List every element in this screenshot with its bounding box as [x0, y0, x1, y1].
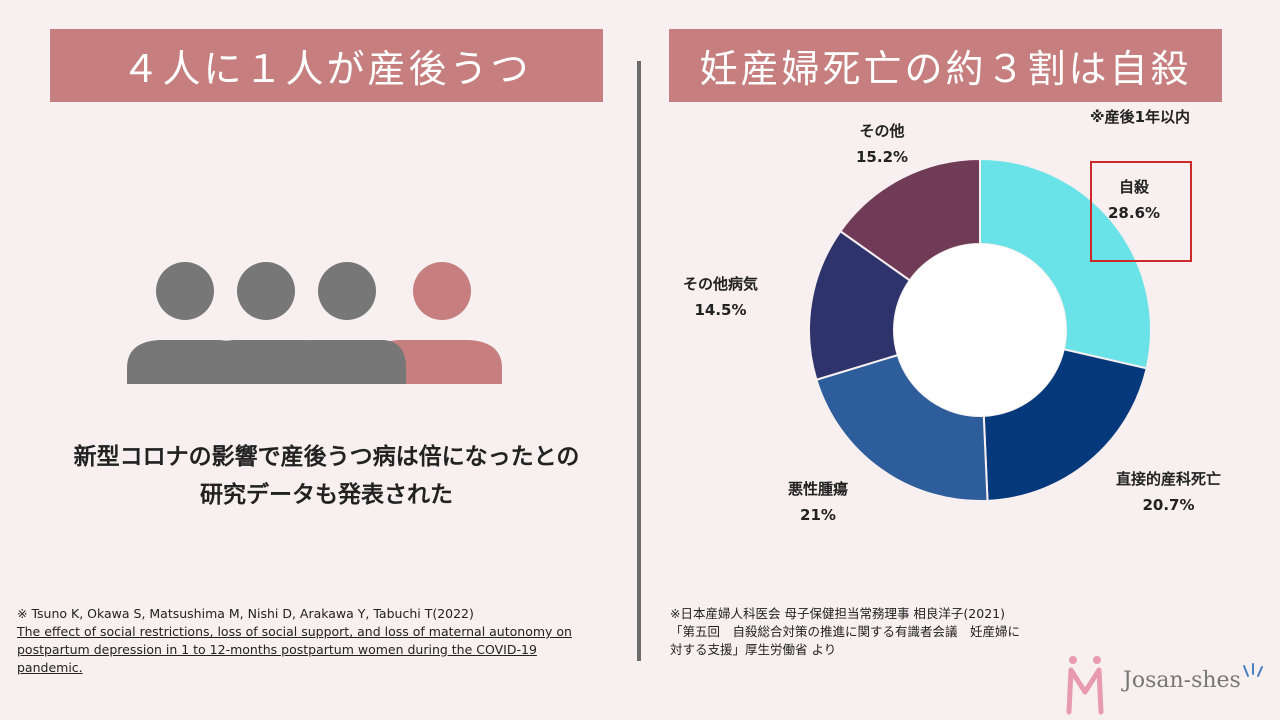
- label-direct-obstetric-value: 20.7%: [1142, 496, 1195, 514]
- logo-sprout-icon: [1243, 663, 1263, 677]
- label-other-disease: その他病気 14.5%: [683, 271, 758, 323]
- statement-line-1: 新型コロナの影響で産後うつ病は倍になったとの: [73, 444, 580, 470]
- label-suicide: 自殺 28.6%: [1108, 174, 1160, 226]
- label-malignant-value: 21%: [800, 506, 836, 524]
- label-direct-obstetric: 直接的産科死亡 20.7%: [1116, 466, 1221, 518]
- right-citation: ※日本産婦人科医会 母子保健担当常務理事 相良洋子(2021) 「第五回 自殺総…: [670, 605, 1070, 659]
- label-suicide-value: 28.6%: [1108, 204, 1161, 222]
- statement-line-2: 研究データも発表された: [200, 482, 453, 508]
- highlight-box: [1090, 161, 1192, 262]
- person-icon-1: [127, 262, 252, 384]
- label-other-disease-name: その他病気: [683, 275, 759, 293]
- label-suicide-name: 自殺: [1119, 178, 1150, 196]
- right-title-banner: 妊産婦死亡の約３割は自殺: [669, 29, 1222, 102]
- citation-link-3[interactable]: pandemic.: [17, 660, 83, 675]
- right-citation-line-3: 対する支援」厚生労働省 より: [670, 642, 837, 657]
- label-malignant-name: 悪性腫瘍: [788, 480, 849, 498]
- citation-authors: ※ Tsuno K, Okawa S, Matsushima M, Nishi …: [17, 606, 474, 621]
- label-direct-obstetric-name: 直接的産科死亡: [1116, 470, 1222, 488]
- logo-text: Josan-shes: [1123, 668, 1241, 693]
- label-other: その他 15.2%: [856, 118, 908, 170]
- left-title-banner: ４人に１人が産後うつ: [50, 29, 603, 102]
- label-malignant: 悪性腫瘍 21%: [788, 476, 848, 528]
- citation-link-1[interactable]: The effect of social restrictions, loss …: [17, 624, 572, 639]
- right-title: 妊産婦死亡の約３割は自殺: [699, 47, 1192, 91]
- center-divider: [637, 61, 641, 661]
- right-citation-line-2: 「第五回 自殺総合対策の推進に関する有識者会議 妊産婦に: [670, 624, 1021, 639]
- citation-link-2[interactable]: postpartum depression in 1 to 12-months …: [17, 642, 537, 657]
- label-other-disease-value: 14.5%: [694, 301, 747, 319]
- donut-hole: [894, 244, 1066, 416]
- right-citation-line-1: ※日本産婦人科医会 母子保健担当常務理事 相良洋子(2021): [670, 606, 1005, 621]
- people-icons: [127, 262, 502, 384]
- covid-statement: 新型コロナの影響で産後うつ病は倍になったとの 研究データも発表された: [20, 438, 633, 514]
- donut-chart: [808, 157, 1152, 502]
- label-other-name: その他: [859, 122, 905, 140]
- slice-malignant: [815, 353, 989, 502]
- period-note: ※産後1年以内: [1090, 108, 1191, 126]
- left-citation: ※ Tsuno K, Okawa S, Matsushima M, Nishi …: [17, 605, 617, 677]
- label-other-value: 15.2%: [856, 148, 909, 166]
- josan-shes-logo: [1066, 656, 1263, 715]
- left-title: ４人に１人が産後うつ: [121, 47, 532, 91]
- logo-mark-icon: [1066, 656, 1104, 715]
